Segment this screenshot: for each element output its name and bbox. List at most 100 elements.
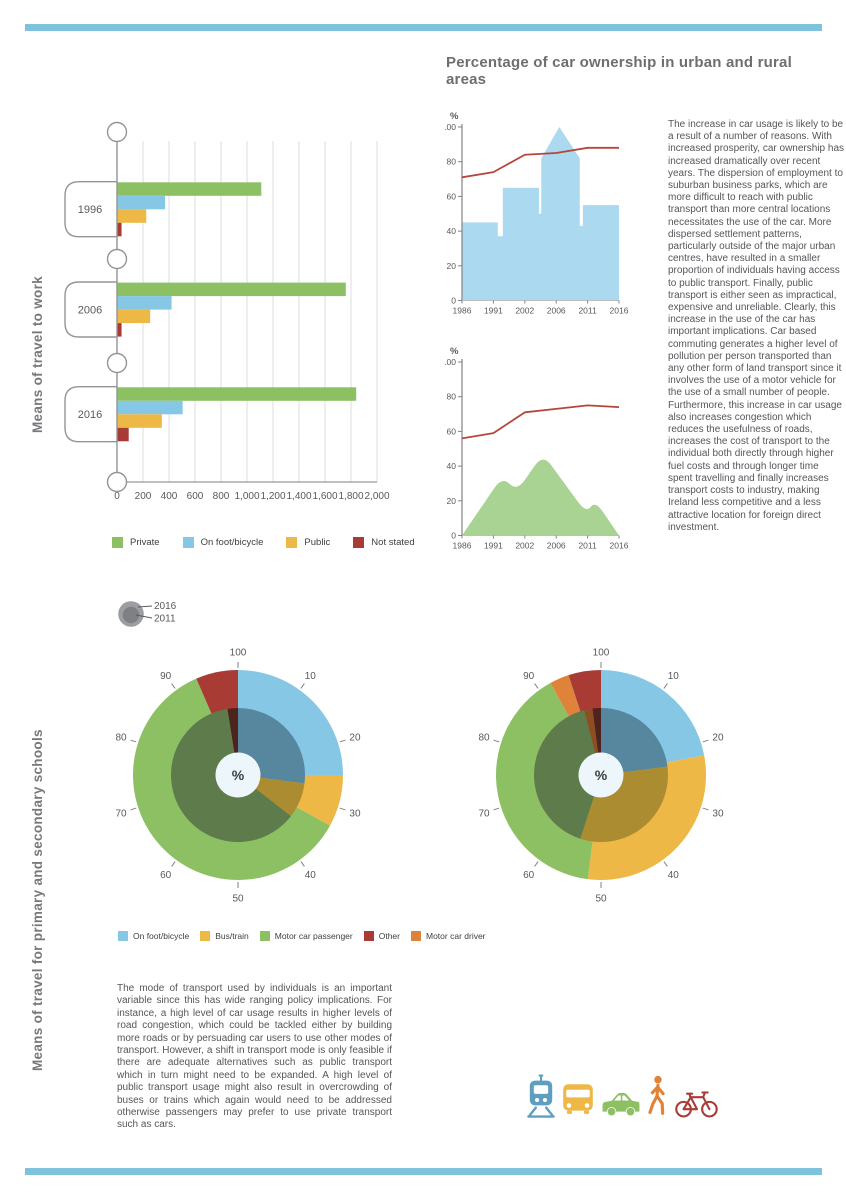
bar-On foot/bicycle <box>117 296 172 310</box>
legend-swatch <box>118 931 128 941</box>
legend-label: On foot/bicycle <box>133 931 190 941</box>
mountains-silhouette <box>462 459 619 536</box>
donut-center <box>215 752 261 798</box>
tick-label: 400 <box>161 491 178 502</box>
tick-label: 2006 <box>547 306 566 316</box>
timeline-node <box>106 121 128 143</box>
tick-label: 100 <box>445 357 456 367</box>
ring-inner <box>122 606 140 624</box>
tick-label: 1,600 <box>312 491 337 502</box>
tick-label: % <box>450 346 459 357</box>
year-box <box>64 281 117 338</box>
school-travel-donut-left: % 10 20 30 40 50 60 70 80 90 100 <box>104 643 372 912</box>
work-section-label: Means of travel to work <box>30 276 45 434</box>
legend-swatch <box>200 931 211 941</box>
school-travel-donut-right: % 10 20 30 40 50 60 70 80 90 100 <box>467 643 735 912</box>
tick-label: 2002 <box>515 306 534 316</box>
tick-label: 600 <box>187 491 204 502</box>
car-icon <box>601 1083 641 1118</box>
donut-tick <box>300 861 305 867</box>
tick-label: 60 <box>447 191 457 201</box>
bicycle-icon <box>674 1085 719 1118</box>
tick-label: 20 <box>712 732 724 743</box>
pedestrian-icon <box>648 1075 667 1118</box>
legend-label: Bus/train <box>215 931 249 941</box>
donut-tick <box>130 739 137 743</box>
tick-label: 2006 <box>547 541 566 551</box>
car-usage-paragraph: The increase in car usage is likely to b… <box>668 119 845 533</box>
leader-line <box>135 614 153 619</box>
year-box <box>64 181 117 238</box>
timeline-node <box>106 471 128 493</box>
donut-tick <box>663 861 668 867</box>
bar-Not stated <box>117 222 122 237</box>
tick-label: 2,000 <box>364 491 389 502</box>
tick-label: 0 <box>451 296 456 306</box>
donut-tick <box>663 683 668 689</box>
transport-mode-paragraph: The mode of transport used by individual… <box>117 983 392 1131</box>
donut-center <box>578 752 624 798</box>
tick-label: 70 <box>115 809 127 820</box>
timeline-node <box>106 352 128 374</box>
tick-label: 2016 <box>78 409 102 421</box>
donut-tick <box>493 739 500 743</box>
legend-item: Bus/train <box>200 931 249 941</box>
bar-Not stated <box>117 323 122 337</box>
train-icon <box>527 1074 555 1118</box>
donut-tick <box>493 807 500 811</box>
rings-legend-svg: 2016 2011 <box>118 601 177 627</box>
tick-label: 30 <box>349 809 361 820</box>
tick-label: 0 <box>451 531 456 541</box>
tick-label: 50 <box>595 894 607 905</box>
tick-label: 2011 <box>578 541 597 551</box>
bar-Private <box>117 387 357 401</box>
tick-label: % <box>595 767 608 783</box>
donut-tick <box>702 739 709 743</box>
tick-label: 60 <box>447 426 457 436</box>
legend-item: Not stated <box>353 537 415 548</box>
timeline-node <box>106 248 128 270</box>
rural-car-ownership-chart: 0 20 40 60 80 100 1986 1991 2002 2006 2011 2016% <box>442 343 635 562</box>
bar-Public <box>117 309 151 324</box>
donut-tick <box>339 807 346 811</box>
schools-section-label: Means of travel for primary and secondar… <box>30 729 45 1071</box>
tick-label: 70 <box>478 809 490 820</box>
ownership-line <box>461 146 619 179</box>
donut-tick <box>300 683 305 689</box>
legend-label: Not stated <box>371 537 415 548</box>
legend-swatch <box>259 931 270 941</box>
tick-label: 1996 <box>78 204 102 216</box>
tick-label: 80 <box>447 157 457 167</box>
tick-label: 0 <box>114 491 120 502</box>
tick-label: 100 <box>445 122 456 132</box>
tick-label: 50 <box>232 894 244 905</box>
bar-On foot/bicycle <box>117 400 183 415</box>
legend-swatch <box>182 537 194 548</box>
donut-tick <box>534 683 539 689</box>
page-title: Percentage of car ownership in urban and… <box>446 54 792 88</box>
legend-label: Private <box>130 537 160 548</box>
school_travel_donut_right-svg: % 10 20 30 40 50 60 70 80 90 100 <box>478 648 724 905</box>
donut-tick <box>171 683 176 689</box>
tick-label: 40 <box>447 461 457 471</box>
travel-to-work-bar-chart: 0 200 400 600 800 1,000 1,200 1,400 1,600 1,800 2,… <box>57 118 452 523</box>
tick-label: 1991 <box>484 306 503 316</box>
tick-label: 1,200 <box>260 491 285 502</box>
bottom-accent-bar <box>25 1168 822 1175</box>
donut-tick <box>171 861 176 867</box>
donut-tick <box>702 807 709 811</box>
travel-to-work-legend: Private On foot/bicycle Public Not stated <box>112 537 415 548</box>
tick-label: 40 <box>305 870 317 881</box>
donut-tick <box>339 739 346 743</box>
tick-label: 60 <box>160 870 172 881</box>
tick-label: 2011 <box>578 306 597 316</box>
tick-label: 40 <box>447 226 457 236</box>
tick-label: 2016 <box>610 541 629 551</box>
tick-label: % <box>450 111 459 122</box>
bar-Not stated <box>117 427 129 442</box>
legend-item: Other <box>363 931 400 941</box>
bar-chart-svg: 0 200 400 600 800 1,000 1,200 1,400 1,600 1,800 2,… <box>64 121 390 502</box>
tick-label: % <box>232 767 245 783</box>
tick-label: 80 <box>115 732 127 743</box>
legend-label: Motor car driver <box>426 931 486 941</box>
